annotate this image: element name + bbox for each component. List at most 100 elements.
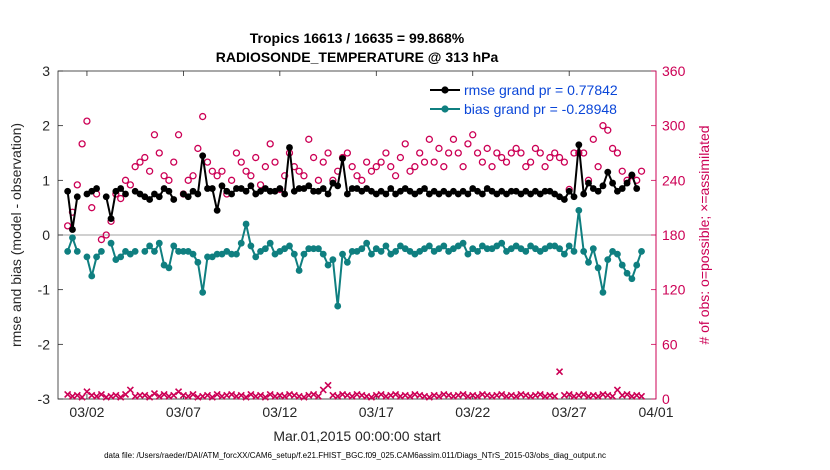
bias-point (570, 248, 578, 255)
bias-point (266, 239, 274, 247)
bias-point (151, 248, 158, 255)
obs-assimilated-point (266, 390, 274, 399)
obs-possible-point (608, 144, 617, 153)
rmse-point (339, 155, 346, 162)
y-tick-label-right: 180 (662, 227, 686, 243)
x-tick-label: 04/01 (638, 404, 673, 420)
obs-assimilated-point (228, 390, 236, 399)
obs-possible-point (599, 122, 607, 130)
obs-possible-point (522, 163, 530, 171)
y-tick-label-left: 2 (42, 118, 50, 134)
rmse-point (228, 190, 236, 198)
bias-point (237, 239, 245, 247)
x-tick-label: 03/27 (552, 404, 587, 420)
rmse-point (218, 182, 226, 190)
bias-point (348, 248, 356, 255)
bias-point (204, 253, 211, 261)
obs-possible-point (637, 167, 646, 175)
bias-point (189, 250, 197, 258)
bias-point (131, 248, 139, 255)
obs-assimilated-point (459, 390, 467, 399)
rmse-point (204, 185, 211, 192)
bias-point (247, 242, 255, 250)
obs-possible-point (319, 158, 327, 166)
obs-assimilated-point (536, 390, 544, 399)
obs-assimilated-point (237, 391, 245, 399)
obs-assimilated-point (126, 386, 134, 394)
rmse-point (599, 182, 607, 190)
obs-possible-point (507, 149, 515, 157)
y-tick-label-right: 120 (662, 282, 686, 298)
obs-possible-point (314, 176, 323, 184)
obs-possible-point (488, 163, 496, 171)
obs-possible-point (189, 172, 197, 180)
obs-assimilated-point (97, 390, 105, 399)
obs-possible-point (362, 158, 371, 166)
rmse-point (623, 179, 631, 187)
obs-possible-point (155, 149, 163, 157)
obs-possible-point (367, 167, 376, 175)
bias-point (334, 302, 342, 310)
rmse-point (305, 182, 313, 190)
bias-point (565, 242, 573, 250)
obs-possible-point (372, 163, 380, 171)
bias-point (88, 272, 96, 280)
obs-assimilated-point (247, 390, 255, 399)
bias-point (474, 248, 481, 255)
data-file-footnote: data file: /Users/raeder/DAI/ATM_forcXX/… (104, 451, 606, 460)
rmse-point (184, 193, 192, 201)
obs-assimilated-point (551, 392, 559, 400)
rmse-point (170, 196, 178, 203)
obs-assimilated-point (83, 388, 91, 396)
y-tick-label-right: 240 (662, 172, 686, 188)
obs-assimilated-point (160, 390, 168, 399)
obs-assimilated-point (78, 393, 86, 401)
rmse-point (93, 185, 100, 192)
obs-assimilated-point (73, 391, 81, 399)
rmse-point (233, 185, 240, 192)
obs-assimilated-point (170, 391, 178, 399)
obs-possible-point (309, 153, 318, 162)
rmse-point (64, 187, 72, 195)
rmse-point (276, 185, 284, 192)
y-axis-label-right: # of obs: o=possible; ×=assimilated (696, 125, 712, 344)
bias-point (107, 239, 115, 247)
legend-label-rmse: rmse grand pr = 0.77842 (464, 82, 618, 98)
bias-point (64, 248, 72, 255)
bias-point (459, 239, 467, 247)
rmse-point (633, 185, 641, 192)
obs-possible-point (266, 140, 274, 148)
obs-possible-point (589, 135, 597, 143)
bias-point (290, 250, 298, 258)
obs-assimilated-point (334, 392, 342, 400)
obs-possible-point (358, 176, 366, 184)
rmse-point (281, 190, 289, 198)
bias-point (498, 239, 506, 247)
y-axis-left: -3 -2 -1 0 1 2 3 (38, 63, 63, 407)
obs-possible-point (517, 149, 525, 157)
obs-possible-point (324, 149, 332, 157)
obs-assimilated-point (242, 393, 250, 401)
bias-point (315, 245, 322, 253)
obs-possible-point (136, 158, 144, 166)
obs-possible-point (194, 144, 202, 153)
obs-possible-point (213, 172, 221, 180)
obs-possible-point (300, 172, 308, 180)
legend-marker-rmse (441, 86, 449, 94)
obs-possible-point (102, 231, 110, 239)
obs-possible-point (353, 172, 361, 180)
rmse-point (213, 207, 221, 214)
bias-point (589, 245, 597, 253)
bias-point (179, 248, 187, 255)
bias-point (585, 258, 592, 266)
rmse-point (107, 215, 115, 223)
obs-possible-point (170, 158, 178, 166)
obs-possible-point (160, 172, 168, 180)
obs-assimilated-point (314, 392, 322, 400)
obs-assimilated-point (112, 391, 120, 399)
obs-assimilated-point (565, 390, 573, 399)
rmse-point (604, 168, 612, 176)
bias-point (425, 242, 433, 250)
bias-point (594, 264, 602, 272)
rmse-point (247, 182, 255, 190)
